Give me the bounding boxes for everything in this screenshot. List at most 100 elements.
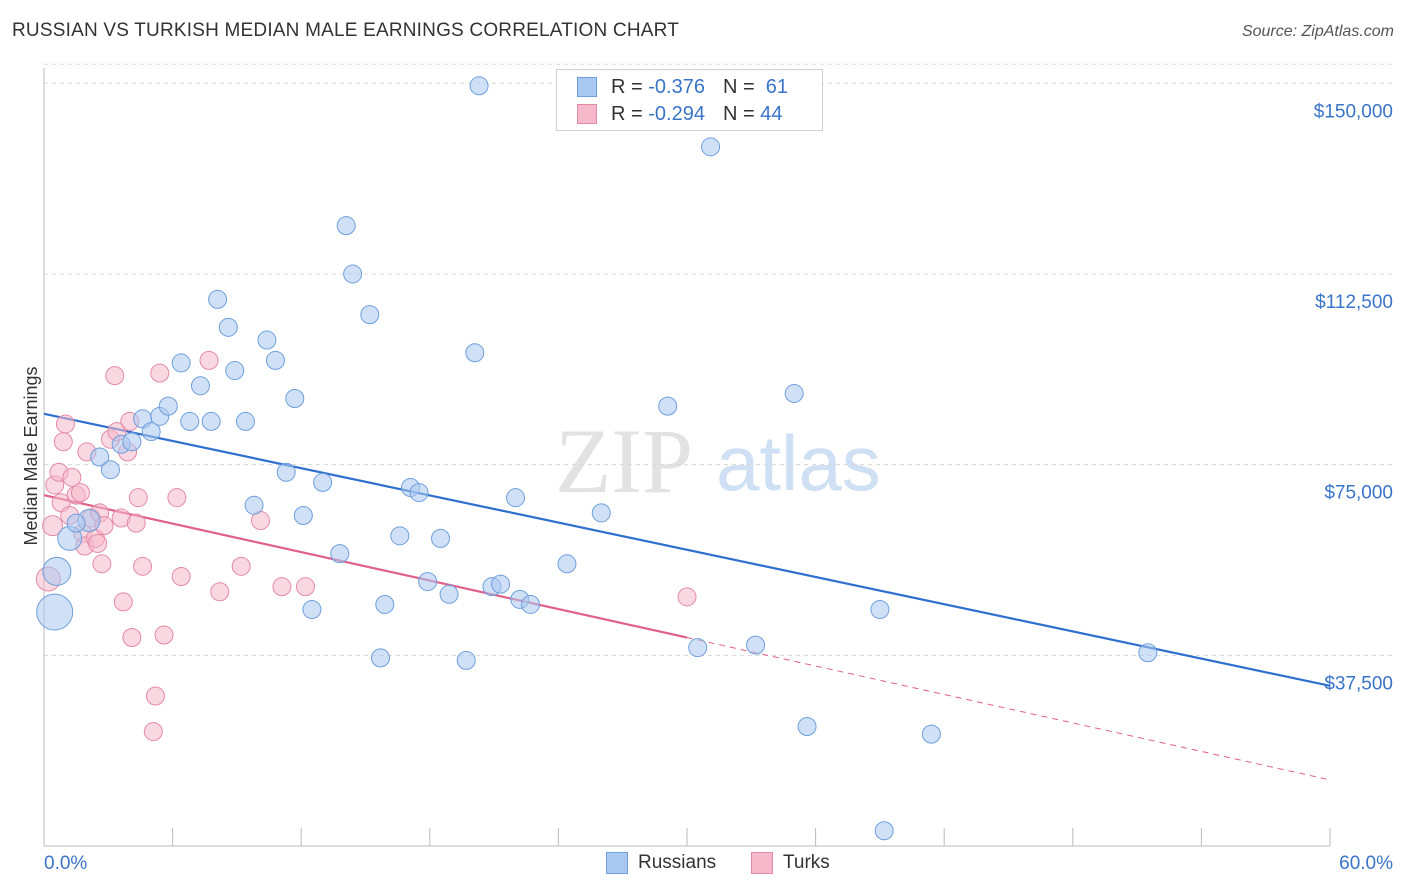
watermark-zip: ZIP: [555, 410, 693, 512]
russians-point: [360, 305, 380, 325]
russians-point: [276, 462, 296, 482]
russians-point: [371, 648, 391, 668]
n-value: 61: [765, 75, 789, 98]
turks-point: [88, 533, 108, 553]
russians-point: [225, 361, 245, 381]
russians-point: [418, 572, 438, 592]
turks-swatch: [577, 104, 597, 124]
russians-point: [439, 584, 459, 604]
russians-point: [343, 264, 363, 284]
legend-label-turks: Turks: [783, 852, 830, 873]
n-label: N =: [722, 75, 755, 98]
turks-point: [150, 363, 170, 383]
turks-point: [70, 483, 90, 503]
russians-point: [784, 383, 804, 403]
russians-point: [285, 389, 305, 409]
x-tick-labels: 0.0% 60.0%: [44, 853, 1393, 874]
y-axis-label: Median Male Earnings: [21, 366, 41, 545]
russians-point: [431, 528, 451, 548]
r-label: R =: [611, 75, 643, 98]
russians-point: [208, 289, 228, 309]
russians-point: [42, 556, 72, 586]
russians-point: [201, 411, 221, 431]
y-tick-labels: $37,500 $75,000 $112,500 $150,000: [1314, 101, 1393, 694]
russians-point: [313, 472, 333, 492]
turks-point: [42, 515, 64, 537]
turks-point: [154, 625, 174, 645]
russians-trend-line: [43, 412, 1331, 687]
russians-point: [409, 483, 429, 503]
r-value: -0.376: [648, 75, 705, 98]
russians-point: [521, 594, 541, 614]
russians-point: [100, 460, 120, 480]
series-legend: Russians Turks: [0, 852, 1406, 876]
russians-point: [557, 554, 577, 574]
legend-label-russians: Russians: [638, 852, 717, 873]
n-value: 44: [760, 102, 783, 125]
turks-trend-extension: [686, 637, 1331, 781]
russians-point: [180, 411, 200, 431]
n-label: N =: [722, 102, 755, 125]
turks-point: [122, 628, 142, 648]
russians-point: [506, 488, 526, 508]
data-points: [35, 76, 1158, 841]
russians-point: [66, 513, 86, 533]
turks-point: [105, 366, 125, 386]
x-tick-label-max: 60.0%: [1339, 853, 1393, 874]
turks-point: [62, 467, 82, 487]
y-tick-label: $150,000: [1314, 101, 1393, 122]
watermark: ZIP atlas: [555, 410, 881, 512]
turks-trend-line: [43, 494, 688, 639]
russians-point: [870, 600, 890, 620]
russians-point: [469, 76, 489, 96]
turks-point: [55, 414, 75, 434]
turks-point: [272, 577, 292, 597]
y-tick-label: $112,500: [1315, 292, 1393, 313]
legend-item-russians[interactable]: Russians: [606, 852, 716, 874]
russians-swatch: [606, 852, 628, 874]
r-label: R =: [611, 102, 643, 125]
russians-point: [591, 503, 611, 523]
turks-point: [128, 488, 148, 508]
russians-swatch: [577, 77, 597, 97]
chart-title: RUSSIAN VS TURKISH MEDIAN MALE EARNINGS …: [12, 20, 680, 41]
russians-point: [122, 432, 142, 452]
turks-point: [53, 432, 73, 452]
russians-point: [244, 495, 264, 515]
turks-point: [113, 592, 133, 612]
russians-point: [293, 505, 313, 525]
r-value: -0.294: [648, 102, 705, 125]
russians-point: [491, 574, 511, 594]
russians-point: [190, 376, 210, 396]
turks-point: [210, 582, 230, 602]
turks-point: [199, 350, 219, 370]
russians-point: [1138, 643, 1158, 663]
russians-point: [336, 216, 356, 236]
russians-point: [746, 635, 766, 655]
russians-point: [797, 717, 817, 737]
turks-swatch: [751, 852, 773, 874]
legend-row-turks: R = -0.294 N = 44: [577, 102, 782, 126]
russians-point: [390, 526, 410, 546]
turks-point: [92, 554, 112, 574]
russians-point: [456, 650, 476, 670]
axes: Median Male Earnings: [21, 68, 1331, 847]
trend-lines: [43, 412, 1331, 781]
y-tick-label: $37,500: [1324, 673, 1393, 694]
chart-source: Source: ZipAtlas.com: [1241, 23, 1394, 40]
x-tick-label-min: 0.0%: [44, 853, 87, 874]
legend-item-turks[interactable]: Turks: [751, 852, 830, 874]
turks-point: [295, 577, 315, 597]
russians-point: [465, 343, 485, 363]
correlation-legend: R = -0.376 N = 61 R = -0.294 N = 44: [556, 69, 823, 131]
russians-point: [218, 317, 238, 337]
turks-point: [231, 556, 251, 576]
turks-point: [167, 488, 187, 508]
russians-point: [302, 600, 322, 620]
russians-point: [141, 422, 161, 442]
turks-point: [143, 722, 163, 742]
russians-point: [658, 396, 678, 416]
russians-point: [257, 330, 277, 350]
turks-point: [133, 556, 153, 576]
